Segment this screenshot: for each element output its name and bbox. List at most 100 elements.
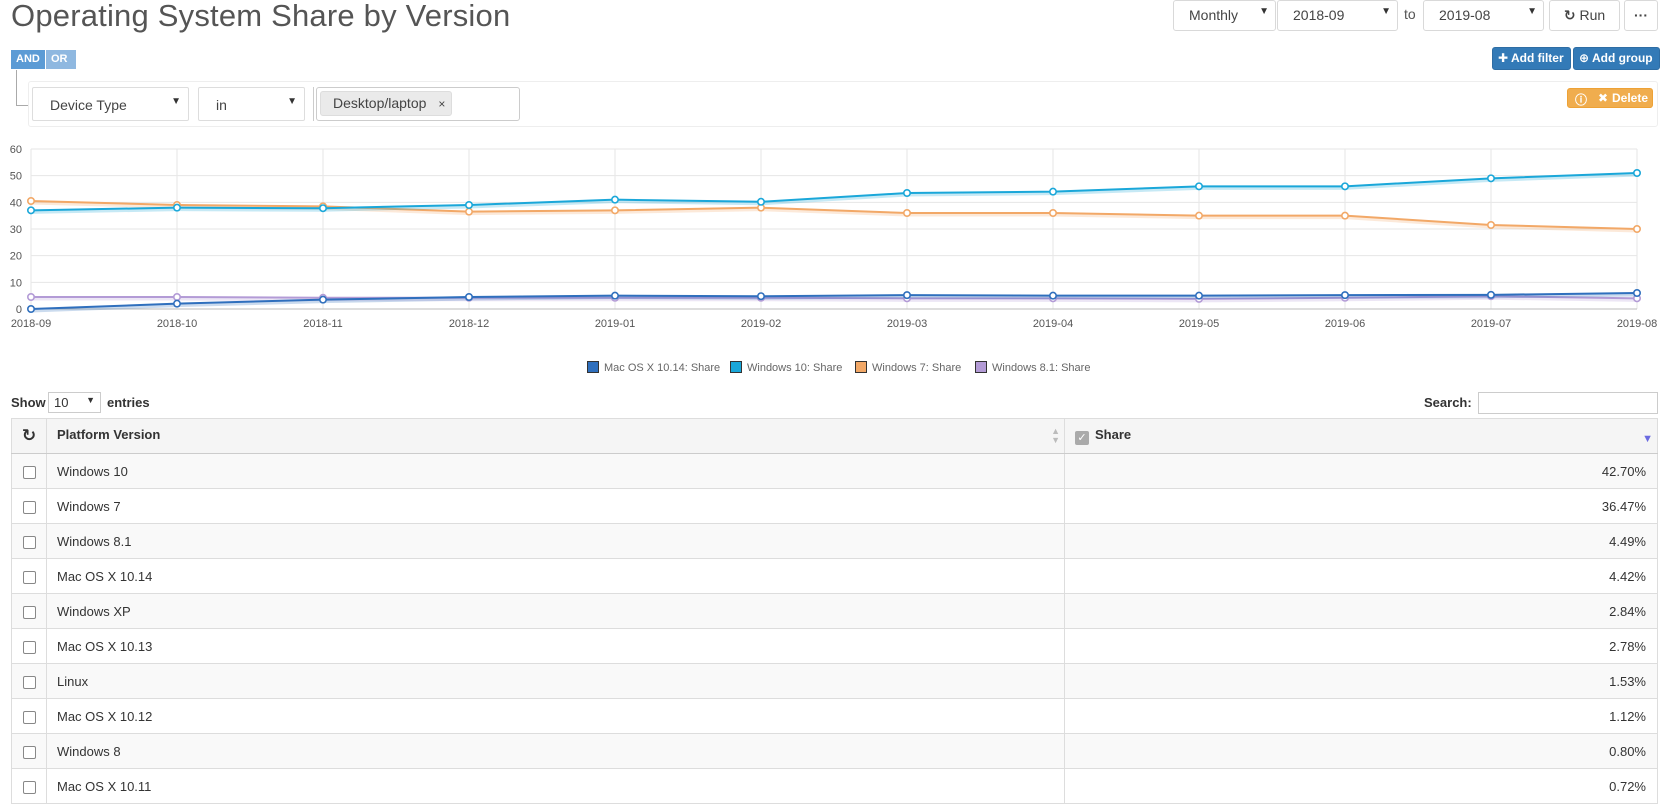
delete-button[interactable]: ⓘ ✖ Delete bbox=[1567, 88, 1653, 108]
data-point bbox=[318, 295, 327, 304]
platform-version-cell: Linux bbox=[46, 663, 1065, 699]
refresh-icon[interactable]: ↻ bbox=[11, 418, 47, 454]
legend-item-mac-os-x-10-14[interactable]: Mac OS X 10.14: Share bbox=[587, 361, 720, 374]
or-toggle[interactable]: OR bbox=[46, 50, 76, 69]
row-checkbox[interactable] bbox=[22, 780, 36, 794]
column-header-platform-version[interactable]: Platform Version ▲ ▼ bbox=[46, 418, 1065, 454]
row-checkbox-cell[interactable] bbox=[11, 558, 47, 594]
y-tick-label: 50 bbox=[10, 171, 22, 183]
row-checkbox[interactable] bbox=[22, 745, 36, 759]
chevron-down-icon: ▼ bbox=[1381, 6, 1391, 17]
chevron-down-icon: ▼ bbox=[287, 96, 297, 107]
table-row[interactable]: Windows 10 42.70% bbox=[11, 453, 1658, 489]
table-row[interactable]: Mac OS X 10.13 2.78% bbox=[11, 628, 1658, 664]
row-checkbox[interactable] bbox=[22, 710, 36, 724]
table-row[interactable]: Linux 1.53% bbox=[11, 663, 1658, 699]
table-row[interactable]: Windows 7 36.47% bbox=[11, 488, 1658, 524]
show-label: Show bbox=[11, 395, 46, 410]
row-checkbox[interactable] bbox=[22, 675, 36, 689]
data-point bbox=[1633, 225, 1642, 234]
table-row[interactable]: Windows 8.1 4.49% bbox=[11, 523, 1658, 559]
platform-version-cell: Windows 8.1 bbox=[46, 523, 1065, 559]
data-point bbox=[610, 195, 619, 204]
row-checkbox-cell[interactable] bbox=[11, 768, 47, 804]
column-header-label: Platform Version bbox=[57, 427, 161, 442]
table-row[interactable]: Mac OS X 10.14 4.42% bbox=[11, 558, 1658, 594]
share-cell: 1.53% bbox=[1064, 663, 1658, 699]
from-date-select[interactable]: 2018-09 ▼ bbox=[1277, 0, 1398, 31]
row-checkbox[interactable] bbox=[22, 535, 36, 549]
y-tick-label: 0 bbox=[16, 304, 22, 316]
data-point bbox=[173, 293, 182, 302]
platform-version-cell: Windows 7 bbox=[46, 488, 1065, 524]
chevron-down-icon: ▼ bbox=[1259, 6, 1269, 17]
y-tick-label: 40 bbox=[10, 197, 22, 209]
to-date-select[interactable]: 2019-08 ▼ bbox=[1423, 0, 1544, 31]
table-row[interactable]: Windows 8 0.80% bbox=[11, 733, 1658, 769]
data-point bbox=[902, 188, 911, 197]
plus-icon: ✚ bbox=[1498, 51, 1509, 65]
table-row[interactable]: Mac OS X 10.11 0.72% bbox=[11, 768, 1658, 804]
and-toggle[interactable]: AND bbox=[11, 50, 45, 69]
platform-version-cell: Mac OS X 10.13 bbox=[46, 628, 1065, 664]
data-point bbox=[26, 305, 35, 314]
chevron-down-icon: ▼ bbox=[1527, 6, 1537, 17]
page-title: Operating System Share by Version bbox=[11, 0, 511, 33]
row-checkbox-cell[interactable] bbox=[11, 523, 47, 559]
sort-desc-icon: ▼ bbox=[1642, 433, 1653, 445]
row-checkbox-cell[interactable] bbox=[11, 488, 47, 524]
row-checkbox[interactable] bbox=[22, 605, 36, 619]
filter-field-select[interactable]: Device Type ▼ bbox=[32, 87, 189, 121]
data-point bbox=[1195, 182, 1204, 191]
x-tick-label: 2019-01 bbox=[595, 318, 635, 330]
add-group-button[interactable]: ⊕ Add group bbox=[1573, 47, 1660, 70]
checkbox-checked-icon[interactable]: ✓ bbox=[1075, 431, 1089, 445]
legend-item-windows-10[interactable]: Windows 10: Share bbox=[730, 361, 842, 374]
filter-operator-select[interactable]: in ▼ bbox=[198, 87, 305, 121]
plus-circle-icon: ⊕ bbox=[1579, 51, 1590, 65]
platform-version-cell: Mac OS X 10.12 bbox=[46, 698, 1065, 734]
share-cell: 36.47% bbox=[1064, 488, 1658, 524]
share-cell: 4.42% bbox=[1064, 558, 1658, 594]
row-checkbox-cell[interactable] bbox=[11, 663, 47, 699]
row-checkbox-cell[interactable] bbox=[11, 453, 47, 489]
data-point bbox=[1049, 291, 1058, 300]
data-table: ↻ Platform Version ▲ ▼ ✓ Share ▼ Windows 1… bbox=[11, 418, 1658, 804]
row-checkbox-cell[interactable] bbox=[11, 593, 47, 629]
series-line bbox=[30, 200, 1638, 230]
share-cell: 4.49% bbox=[1064, 523, 1658, 559]
run-label: Run bbox=[1579, 7, 1606, 23]
row-checkbox[interactable] bbox=[22, 640, 36, 654]
interval-select[interactable]: Monthly ▼ bbox=[1173, 0, 1276, 31]
platform-version-cell: Windows 10 bbox=[46, 453, 1065, 489]
data-point bbox=[1195, 211, 1204, 220]
y-tick-label: 10 bbox=[10, 277, 22, 289]
column-header-share[interactable]: ✓ Share ▼ bbox=[1064, 418, 1658, 454]
filter-operator-value: in bbox=[216, 97, 227, 113]
table-row[interactable]: Mac OS X 10.12 1.12% bbox=[11, 698, 1658, 734]
close-icon: ✖ bbox=[1598, 91, 1609, 105]
tag-remove-icon[interactable]: × bbox=[438, 97, 446, 111]
row-checkbox[interactable] bbox=[22, 500, 36, 514]
legend-item-windows-8-1[interactable]: Windows 8.1: Share bbox=[975, 361, 1090, 374]
legend-swatch bbox=[975, 361, 987, 373]
table-row[interactable]: Windows XP 2.84% bbox=[11, 593, 1658, 629]
row-checkbox-cell[interactable] bbox=[11, 733, 47, 769]
series-line bbox=[30, 172, 1638, 212]
column-header-label: Share bbox=[1095, 427, 1132, 442]
row-checkbox-cell[interactable] bbox=[11, 628, 47, 664]
search-input[interactable] bbox=[1478, 392, 1658, 414]
row-checkbox[interactable] bbox=[22, 570, 36, 584]
add-filter-button[interactable]: ✚ Add filter bbox=[1492, 47, 1571, 70]
row-checkbox-cell[interactable] bbox=[11, 698, 47, 734]
entries-value: 10 bbox=[54, 395, 69, 410]
entries-select[interactable]: 10 ▼ bbox=[48, 392, 101, 413]
row-checkbox[interactable] bbox=[22, 465, 36, 479]
sort-icon: ▲ ▼ bbox=[1051, 426, 1060, 445]
filter-value-tag-label: Desktop/laptop bbox=[333, 95, 427, 111]
legend-item-windows-7[interactable]: Windows 7: Share bbox=[855, 361, 961, 374]
more-button[interactable]: ··· bbox=[1624, 0, 1658, 31]
share-cell: 1.12% bbox=[1064, 698, 1658, 734]
run-button[interactable]: ↻ Run bbox=[1549, 0, 1620, 31]
share-cell: 0.72% bbox=[1064, 768, 1658, 804]
